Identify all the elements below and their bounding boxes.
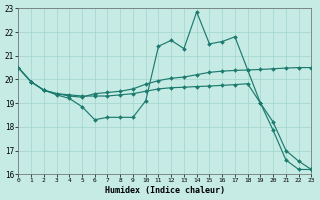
X-axis label: Humidex (Indice chaleur): Humidex (Indice chaleur)	[105, 186, 225, 195]
